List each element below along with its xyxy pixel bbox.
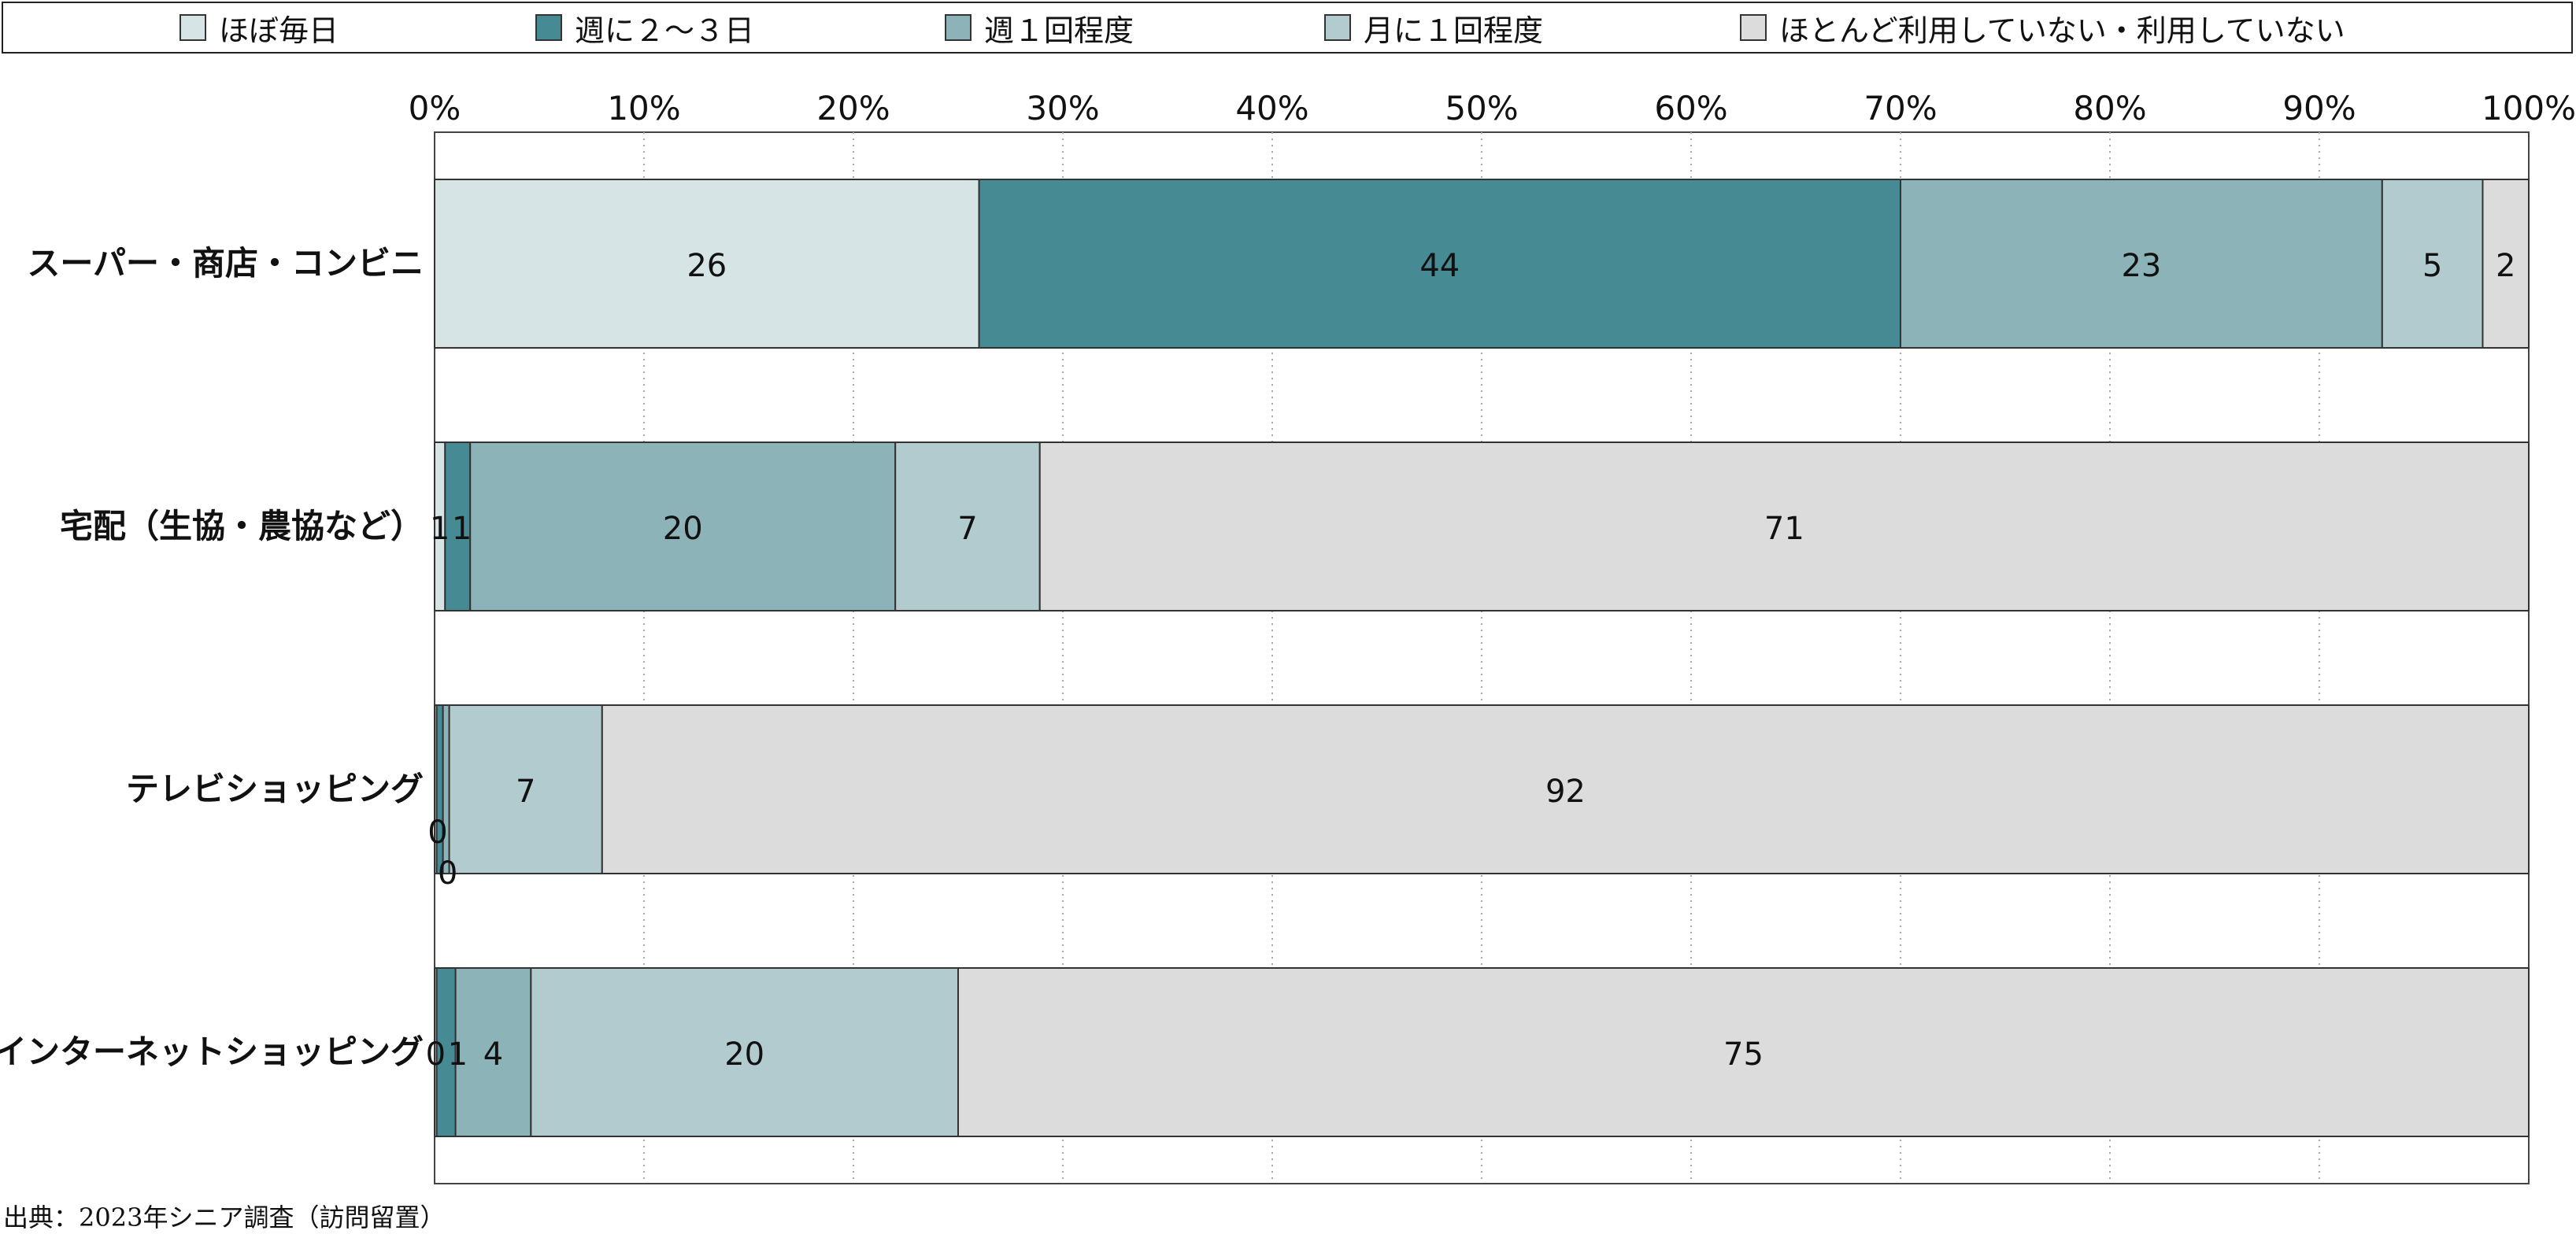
data-label: 71 (1764, 511, 1804, 547)
legend-swatch (180, 14, 206, 41)
x-tick-label: 20% (816, 89, 890, 127)
category-label: スーパー・商店・コンビニ (27, 244, 424, 283)
legend-label: ほぼ毎日 (219, 13, 339, 48)
x-tick-label: 30% (1026, 89, 1099, 127)
x-tick-label: 50% (1445, 89, 1518, 127)
data-label: 44 (1419, 248, 1460, 284)
data-label: 0 (438, 855, 457, 892)
legend-label: 週１回程度 (984, 13, 1134, 48)
x-tick-label: 40% (1235, 89, 1308, 127)
data-label: 5 (2422, 248, 2442, 284)
x-tick-label: 10% (607, 89, 680, 127)
category-label: インターネットショッピング (0, 1033, 424, 1071)
bar-segment (530, 967, 959, 1137)
data-label: 4 (483, 1036, 503, 1073)
legend-item: ほとんど利用していない・利用していない (1740, 3, 2345, 52)
bar-segment (454, 967, 532, 1137)
x-tick-label: 80% (2073, 89, 2146, 127)
bar-segment (978, 179, 1901, 349)
legend-swatch (1740, 14, 1767, 41)
legend-item: 月に１回程度 (1324, 3, 1543, 52)
bar-segment (957, 967, 2530, 1137)
x-tick-label: 100% (2482, 89, 2576, 127)
x-tick-label: 60% (1654, 89, 1727, 127)
bar-segment (469, 442, 897, 611)
bar-segment (434, 179, 980, 349)
category-label: テレビショッピング (126, 770, 424, 808)
bar-segment (601, 704, 2530, 874)
data-label: 75 (1723, 1036, 1764, 1073)
bar-segment (2381, 179, 2484, 349)
legend-swatch (945, 14, 972, 41)
chart-legend: ほぼ毎日 週に２～３日 週１回程度 月に１回程度 ほとんど利用していない・利用していない (2, 2, 2573, 54)
bar-segment (894, 442, 1041, 611)
data-label: 0 (426, 1036, 446, 1073)
data-label: 92 (1545, 774, 1586, 810)
data-label: 20 (663, 511, 703, 547)
data-label: 0 (427, 815, 447, 851)
x-tick-label: 0% (409, 89, 461, 127)
bar-segment (448, 704, 603, 874)
legend-label: 月に１回程度 (1364, 13, 1544, 48)
legend-item: 週に２～３日 (535, 3, 754, 52)
data-label: 23 (2121, 248, 2161, 284)
data-label: 7 (957, 511, 977, 547)
legend-item: ほぼ毎日 (180, 3, 339, 52)
data-label: 1 (430, 511, 450, 547)
legend-label: ほとんど利用していない・利用していない (1779, 13, 2345, 48)
legend-label: 週に２～３日 (575, 13, 755, 48)
data-label: 1 (452, 511, 472, 547)
data-label: 1 (448, 1036, 468, 1073)
bar-segment (444, 442, 472, 611)
bar-segment (1038, 442, 2530, 611)
bar-segment (2482, 179, 2530, 349)
x-tick-label: 90% (2282, 89, 2356, 127)
source-note: 出典：2023年シニア調査（訪問留置） (3, 1203, 446, 1232)
legend-swatch (1324, 14, 1351, 41)
bar-segment (1900, 179, 2383, 349)
data-label: 20 (724, 1036, 764, 1073)
data-label: 26 (687, 248, 727, 284)
data-label: 2 (2496, 248, 2515, 284)
legend-swatch (535, 14, 562, 41)
category-label: 宅配（生協・農協など） (60, 507, 424, 545)
data-label: 7 (516, 774, 535, 810)
x-tick-label: 70% (1864, 89, 1937, 127)
legend-item: 週１回程度 (945, 3, 1134, 52)
